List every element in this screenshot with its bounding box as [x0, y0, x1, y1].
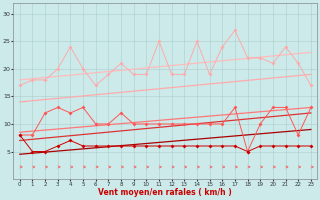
X-axis label: Vent moyen/en rafales ( km/h ): Vent moyen/en rafales ( km/h ): [99, 188, 232, 197]
